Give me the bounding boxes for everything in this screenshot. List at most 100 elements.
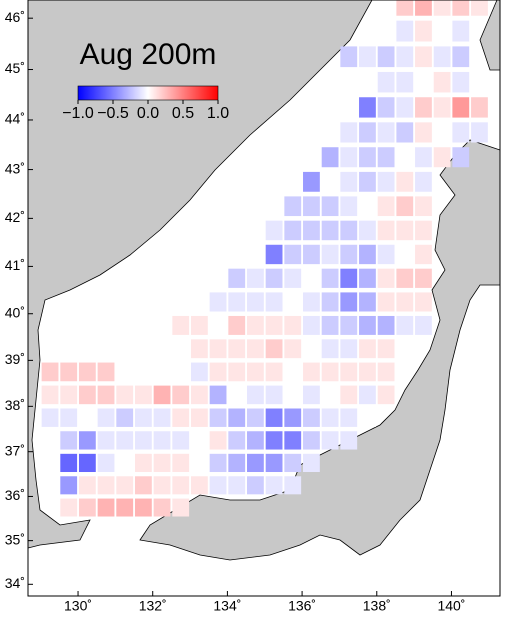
grid-cell [471,122,488,143]
grid-cell [209,453,227,473]
x-tick-label: 134˚ [213,598,241,614]
grid-cell [433,0,451,16]
grid-cell [60,431,78,450]
grid-cell [340,431,358,450]
grid-cell [172,431,190,450]
grid-cell [377,220,395,241]
colorbar-tick-label: 0.0 [137,105,159,122]
grid-cell [247,431,264,450]
grid-cell [190,385,208,405]
grid-cell [97,431,115,450]
grid-cell [396,292,414,312]
x-tick-label: 140˚ [437,598,465,614]
grid-cell [340,408,358,427]
grid-cell [116,385,134,405]
grid-cell [340,46,358,68]
grid-cell [396,46,414,68]
grid-cell [228,292,246,312]
grid-cell [303,268,320,288]
grid-cell [228,268,246,288]
grid-cell [60,476,78,495]
grid-cell [228,339,246,359]
grid-cell [209,292,227,312]
grid-cell [190,431,208,450]
y-tick-label: 40˚ [5,304,25,320]
grid-cell [265,362,283,382]
grid-cell [321,362,339,382]
grid-cell [247,385,264,405]
colorbar-tick-label: 1.0 [207,105,229,122]
grid-cell [303,171,320,192]
grid-cell [433,122,451,143]
y-tick-label: 43˚ [5,160,25,176]
grid-cell [172,476,190,495]
grid-cell [433,20,451,42]
grid-cell [396,196,414,217]
grid-cell [415,147,432,168]
grid-cell [415,71,432,93]
x-tick-label: 138˚ [363,598,391,614]
colorbar [77,85,219,101]
grid-cell [359,196,376,217]
grid-cell [321,268,339,288]
map-title: Aug 200m [80,38,217,71]
grid-cell [340,171,358,192]
grid-cell [284,268,302,288]
grid-cell [359,385,376,405]
x-tick-label: 136˚ [288,598,316,614]
grid-cell [209,362,227,382]
grid-cell [303,431,320,450]
grid-cell [265,220,283,241]
grid-cell [209,431,227,450]
x-tick-label: 132˚ [139,598,167,614]
grid-cell [247,315,264,335]
grid-cell [377,46,395,68]
grid-cell [284,292,302,312]
grid-cell [209,476,227,495]
grid-cell [321,244,339,265]
grid-cell [377,97,395,118]
grid-cell [247,408,264,427]
grid-cell [340,147,358,168]
grid-cell [247,362,264,382]
grid-cell [340,196,358,217]
y-tick-label: 39˚ [5,351,25,367]
y-tick-label: 35˚ [5,531,25,547]
grid-cell [359,339,376,359]
grid-cell [396,315,414,335]
y-tick-label: 38˚ [5,397,25,413]
grid-cell [116,408,134,427]
grid-cell [377,171,395,192]
grid-cell [134,431,152,450]
grid-cell [284,385,302,405]
grid-cell [303,453,320,473]
grid-cell [209,385,227,405]
grid-cell [265,431,283,450]
grid-cell [284,315,302,335]
grid-cell [97,385,115,405]
grid-cell [190,315,208,335]
grid-cell [172,385,190,405]
grid-cell [153,385,171,405]
grid-cell [340,362,358,382]
grid-cell [359,292,376,312]
grid-cell [116,453,134,473]
grid-cell [303,220,320,241]
grid-cell [452,122,470,143]
grid-cell [41,385,59,405]
grid-cell [78,431,96,450]
grid-cell [359,362,376,382]
grid-cell [172,315,190,335]
grid-cell [153,453,171,473]
grid-cell [265,408,283,427]
grid-cell [78,498,96,517]
grid-cell [340,315,358,335]
grid-cell [359,147,376,168]
cells [41,0,488,517]
grid-cell [321,431,339,450]
grid-cell [396,268,414,288]
grid-cell [41,408,59,427]
grid-cell [415,268,432,288]
grid-cell [396,97,414,118]
grid-cell [321,292,339,312]
